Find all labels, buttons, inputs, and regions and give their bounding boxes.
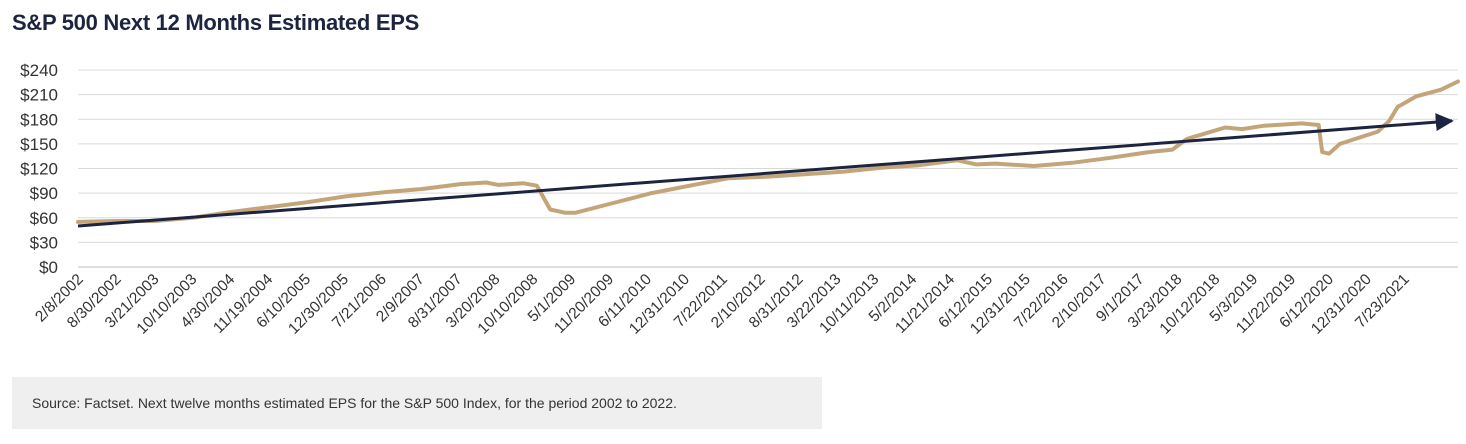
source-note: Source: Factset. Next twelve months esti… xyxy=(32,395,677,411)
eps-series-line xyxy=(76,79,1460,224)
y-tick-label: $30 xyxy=(30,233,58,252)
x-axis-tick-labels: 2/8/20028/30/20023/21/200310/10/20034/30… xyxy=(32,271,1413,338)
eps-line-chart: $0 $30 $60 $90 $120 $150 $180 $210 $240 2/8/2002… xyxy=(20,61,1460,338)
y-tick-label: $150 xyxy=(20,135,58,154)
y-tick-label: $90 xyxy=(30,184,58,203)
trend-arrow-line xyxy=(77,113,1454,228)
y-tick-label: $240 xyxy=(20,61,58,80)
y-tick-label: $60 xyxy=(30,209,58,228)
chart-title: S&P 500 Next 12 Months Estimated EPS xyxy=(12,10,419,35)
y-tick-label: $0 xyxy=(39,258,58,277)
gridlines xyxy=(78,69,1458,268)
y-tick-label: $120 xyxy=(20,160,58,179)
source-note-box: Source: Factset. Next twelve months esti… xyxy=(12,377,822,429)
y-tick-label: $180 xyxy=(20,110,58,129)
data-series xyxy=(76,79,1460,228)
y-axis-tick-labels: $0 $30 $60 $90 $120 $150 $180 $210 $240 xyxy=(20,61,58,277)
y-tick-label: $210 xyxy=(20,86,58,105)
